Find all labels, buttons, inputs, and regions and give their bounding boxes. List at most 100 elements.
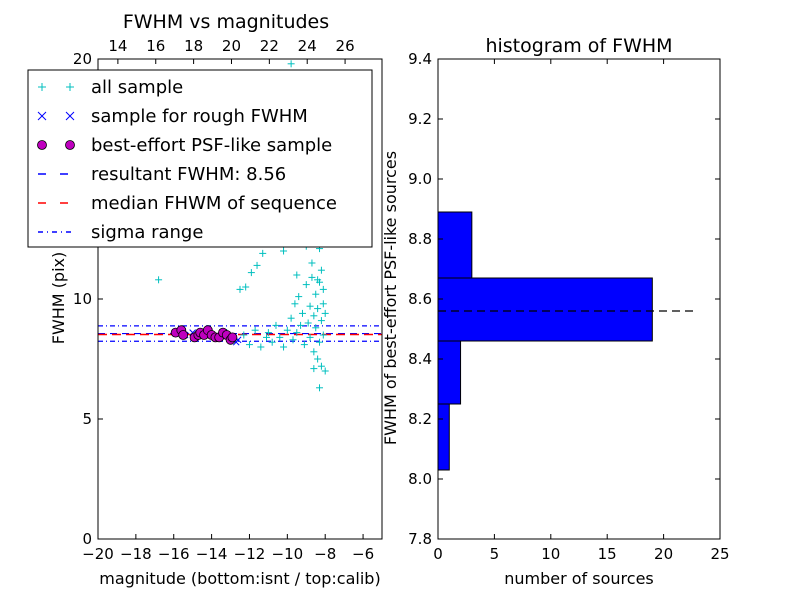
y-tick-label: 20 [73,50,92,68]
top-x-tick-label: 24 [298,37,317,55]
legend-entry-median-fhwm-of-sequence: median FHWM of sequence [38,193,337,214]
all-sample-point [289,336,297,344]
legend-box [27,69,373,248]
histogram-y-tick-label: 8.2 [408,410,432,428]
legend-label: median FHWM of sequence [91,193,337,214]
all-sample-point [276,333,284,341]
legend-entry-resultant-fwhm: resultant FWHM: 8.56 [38,164,286,185]
all-sample-point [308,259,316,267]
y-tick-label: 5 [82,410,92,428]
all-sample-point [280,247,288,255]
x-tick-label: −12 [234,545,266,563]
top-x-tick-label: 20 [222,37,241,55]
legend-label: resultant FWHM: 8.56 [91,164,286,185]
histogram-title: histogram of FWHM [485,35,672,57]
legend-circle-marker [37,140,47,150]
all-sample-point [253,261,261,269]
histogram-chart-fwhm: histogram of FWHM number of sources FWHM… [381,35,730,588]
all-sample-point [316,278,324,286]
all-sample-point [247,269,255,277]
x-tick-label: −10 [272,545,304,563]
histogram-y-tick-label: 7.8 [408,530,432,548]
all-sample-point [310,365,318,373]
all-sample-point [295,293,303,301]
all-sample-point [259,249,267,257]
legend-x-marker-b [37,111,47,121]
legend-label: best-effort PSF-like sample [91,135,332,156]
all-sample-point [268,338,276,346]
legend-plus-marker [38,83,46,91]
all-sample-point [302,281,310,289]
legend-entry-best-effort-psf-like-sample: best-effort PSF-like sample [37,135,332,156]
rough-fwhm-point-b [234,336,242,344]
scatter-legend: all sample sample for rough FWHM best-effo… [27,69,373,248]
legend-entry-all-sample: all sample [38,77,183,98]
all-sample-point [321,367,329,375]
legend-label: sample for rough FWHM [91,106,308,127]
histogram-y-tick-label: 8.6 [408,290,432,308]
histogram-x-tick-label: 15 [598,545,617,563]
psf-like-point [227,332,238,343]
all-sample-point [245,341,253,349]
all-sample-point [306,333,314,341]
histogram-x-tick-label: 10 [541,545,560,563]
histogram-y-tick-label: 8.8 [408,230,432,248]
all-sample-point [293,271,301,279]
all-sample-point [257,343,265,351]
all-sample-point [272,321,280,329]
x-tick-label: −20 [82,545,114,563]
legend-circle-marker [65,140,75,150]
all-sample-point [314,355,322,363]
all-sample-point [321,309,329,317]
all-sample-point [287,60,295,68]
scatter-y-axis-label: FWHM (pix) [49,252,68,345]
all-sample-point [317,317,325,325]
top-x-tick-label: 22 [260,37,279,55]
y-tick-label: 10 [73,290,92,308]
legend-x-marker-b [65,111,75,121]
histogram-bar [437,211,473,279]
all-sample-point [300,341,308,349]
x-tick-label: −18 [120,545,152,563]
histogram-x-tick-label: 25 [710,545,729,563]
legend-x-marker [37,111,47,121]
x-tick-label: −14 [196,545,228,563]
all-sample-point [293,329,301,337]
legend-label: all sample [91,77,183,98]
all-sample-point [317,266,325,274]
all-sample-point [314,305,322,313]
all-sample-point [310,312,318,320]
y-tick-label: 0 [82,530,92,548]
top-x-tick-label: 18 [184,37,203,55]
all-sample-point [155,276,163,284]
all-sample-point [242,283,250,291]
all-sample-point [287,314,295,322]
scatter-x-axis-label: magnitude (bottom:isnt / top:calib) [99,569,380,588]
histogram-y-axis-label: FWHM of best-effort PSF-like sources [381,151,400,445]
all-sample-point [316,338,324,346]
all-sample-point [264,329,272,337]
top-x-tick-label: 14 [108,37,127,55]
all-sample-point [319,285,327,293]
top-x-tick-label: 16 [146,37,165,55]
histogram-y-tick-label: 8.0 [408,470,432,488]
scatter-chart-title: FWHM vs magnitudes [123,11,329,33]
histogram-bar [437,403,450,471]
legend-plus-marker [66,83,74,91]
histogram-bar [437,340,462,405]
histogram-y-tick-label: 8.4 [408,350,432,368]
histogram-x-tick-label: 20 [654,545,673,563]
all-sample-point [283,326,291,334]
psf-like-point [178,330,189,340]
histogram-y-tick-label: 9.4 [408,50,432,68]
histogram-y-tick-label: 9.0 [408,170,432,188]
legend-label: sigma range [91,222,203,243]
all-sample-point [236,285,244,293]
top-x-tick-label: 26 [336,37,355,55]
all-sample-point [312,324,320,332]
all-sample-point [317,362,325,370]
legend-entry-sample-for-rough-fwhm: sample for rough FWHM [37,106,308,127]
histogram-y-tick-label: 9.2 [408,110,432,128]
legend-entry-sigma-range: sigma range [38,222,203,243]
